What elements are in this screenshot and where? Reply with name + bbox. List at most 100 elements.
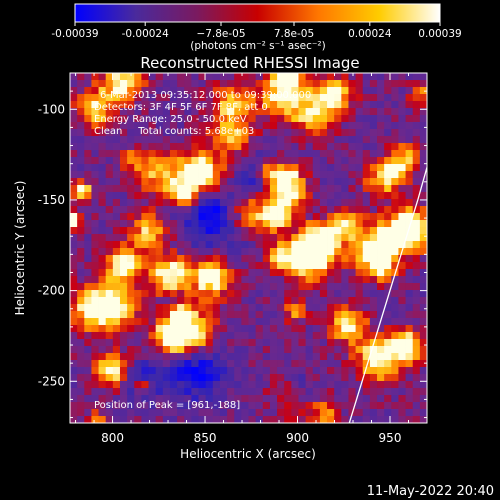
heatmap-cell xyxy=(334,325,342,333)
heatmap-cell xyxy=(148,269,157,277)
heatmap-cell xyxy=(191,164,199,172)
heatmap-cell xyxy=(98,157,107,165)
heatmap-cell xyxy=(369,402,378,410)
heatmap-cell xyxy=(284,108,292,116)
heatmap-cell xyxy=(391,402,399,410)
heatmap-cell xyxy=(77,164,85,172)
heatmap-cell xyxy=(305,73,314,81)
heatmap-cell xyxy=(334,213,342,221)
heatmap-cell xyxy=(384,206,392,214)
heatmap-cell xyxy=(162,157,171,165)
heatmap-cell xyxy=(327,262,335,270)
heatmap-cell xyxy=(84,346,92,354)
heatmap-cell xyxy=(70,318,78,326)
heatmap-cell xyxy=(148,318,157,326)
heatmap-cell xyxy=(284,360,292,368)
heatmap-cell xyxy=(341,290,349,298)
heatmap-cell xyxy=(84,192,92,200)
heatmap-cell xyxy=(327,178,335,186)
heatmap-cell xyxy=(405,136,414,144)
heatmap-cell xyxy=(419,206,427,214)
heatmap-cell xyxy=(369,101,378,109)
heatmap-cell xyxy=(162,381,171,389)
heatmap-cell xyxy=(327,360,335,368)
heatmap-cell xyxy=(298,171,307,179)
heatmap-cell xyxy=(141,73,149,81)
heatmap-cell xyxy=(155,87,164,95)
heatmap-cell xyxy=(119,87,128,95)
heatmap-cell xyxy=(369,87,378,95)
heatmap-cell xyxy=(177,136,185,144)
heatmap-cell xyxy=(419,136,427,144)
heatmap-cell xyxy=(141,325,149,333)
heatmap-cell xyxy=(355,171,364,179)
heatmap-cell xyxy=(355,276,364,284)
heatmap-cell xyxy=(112,80,121,88)
heatmap-cell xyxy=(105,311,114,319)
heatmap-cell xyxy=(169,374,178,382)
heatmap-cell xyxy=(269,262,278,270)
heatmap-cell xyxy=(377,136,385,144)
heatmap-cell xyxy=(119,150,128,158)
heatmap-cell xyxy=(148,255,157,263)
heatmap-cell xyxy=(234,409,242,417)
plot-axes: 800 850 900 950-100-150-200-250 xyxy=(38,72,428,445)
heatmap-cell xyxy=(269,374,278,382)
heatmap-cell xyxy=(184,311,192,319)
heatmap-cell xyxy=(77,388,85,396)
heatmap-cell xyxy=(419,262,427,270)
heatmap-cell xyxy=(369,353,378,361)
heatmap-cell xyxy=(248,360,257,368)
heatmap-cell xyxy=(127,87,135,95)
heatmap-cell xyxy=(119,353,128,361)
heatmap-cell xyxy=(105,157,114,165)
heatmap-cell xyxy=(348,346,356,354)
heatmap-cell xyxy=(155,360,164,368)
heatmap-cell xyxy=(312,185,321,193)
heatmap-cell xyxy=(277,171,285,179)
heatmap-cell xyxy=(369,220,378,228)
heatmap-cell xyxy=(341,311,349,319)
heatmap-cell xyxy=(177,374,185,382)
heatmap-cell xyxy=(312,353,321,361)
heatmap-cell xyxy=(105,255,114,263)
heatmap-cell xyxy=(348,234,356,242)
heatmap-cell xyxy=(70,332,78,340)
heatmap-cell xyxy=(134,87,142,95)
heatmap-cell xyxy=(141,199,149,207)
heatmap-cell xyxy=(127,136,135,144)
heatmap-cell xyxy=(134,283,142,291)
heatmap-cell xyxy=(119,171,128,179)
heatmap-cell xyxy=(227,402,235,410)
heatmap-cell xyxy=(84,332,92,340)
heatmap-cell xyxy=(405,346,414,354)
heatmap-cell xyxy=(362,304,371,312)
heatmap-cell xyxy=(98,276,107,284)
heatmap-cell xyxy=(119,178,128,186)
heatmap-cell xyxy=(255,318,264,326)
heatmap-cell xyxy=(241,248,249,256)
heatmap-cell xyxy=(255,206,264,214)
heatmap-cell xyxy=(319,234,328,242)
heatmap-cell xyxy=(291,304,299,312)
heatmap-cell xyxy=(312,108,321,116)
heatmap-cell xyxy=(127,297,135,305)
heatmap-cell xyxy=(241,234,249,242)
heatmap-cell xyxy=(198,87,207,95)
heatmap-cell xyxy=(384,178,392,186)
heatmap-cell xyxy=(398,388,406,396)
heatmap-cell xyxy=(298,255,307,263)
heatmap-cell xyxy=(334,290,342,298)
heatmap-cell xyxy=(227,171,235,179)
heatmap-cell xyxy=(119,304,128,312)
heatmap-cell xyxy=(319,360,328,368)
heatmap-cell xyxy=(305,395,314,403)
heatmap-cell xyxy=(305,115,314,123)
heatmap-cell xyxy=(112,150,121,158)
heatmap-cell xyxy=(98,192,107,200)
heatmap-cell xyxy=(277,94,285,102)
heatmap-cell xyxy=(105,297,114,305)
heatmap-cell xyxy=(148,248,157,256)
heatmap-cell xyxy=(105,304,114,312)
